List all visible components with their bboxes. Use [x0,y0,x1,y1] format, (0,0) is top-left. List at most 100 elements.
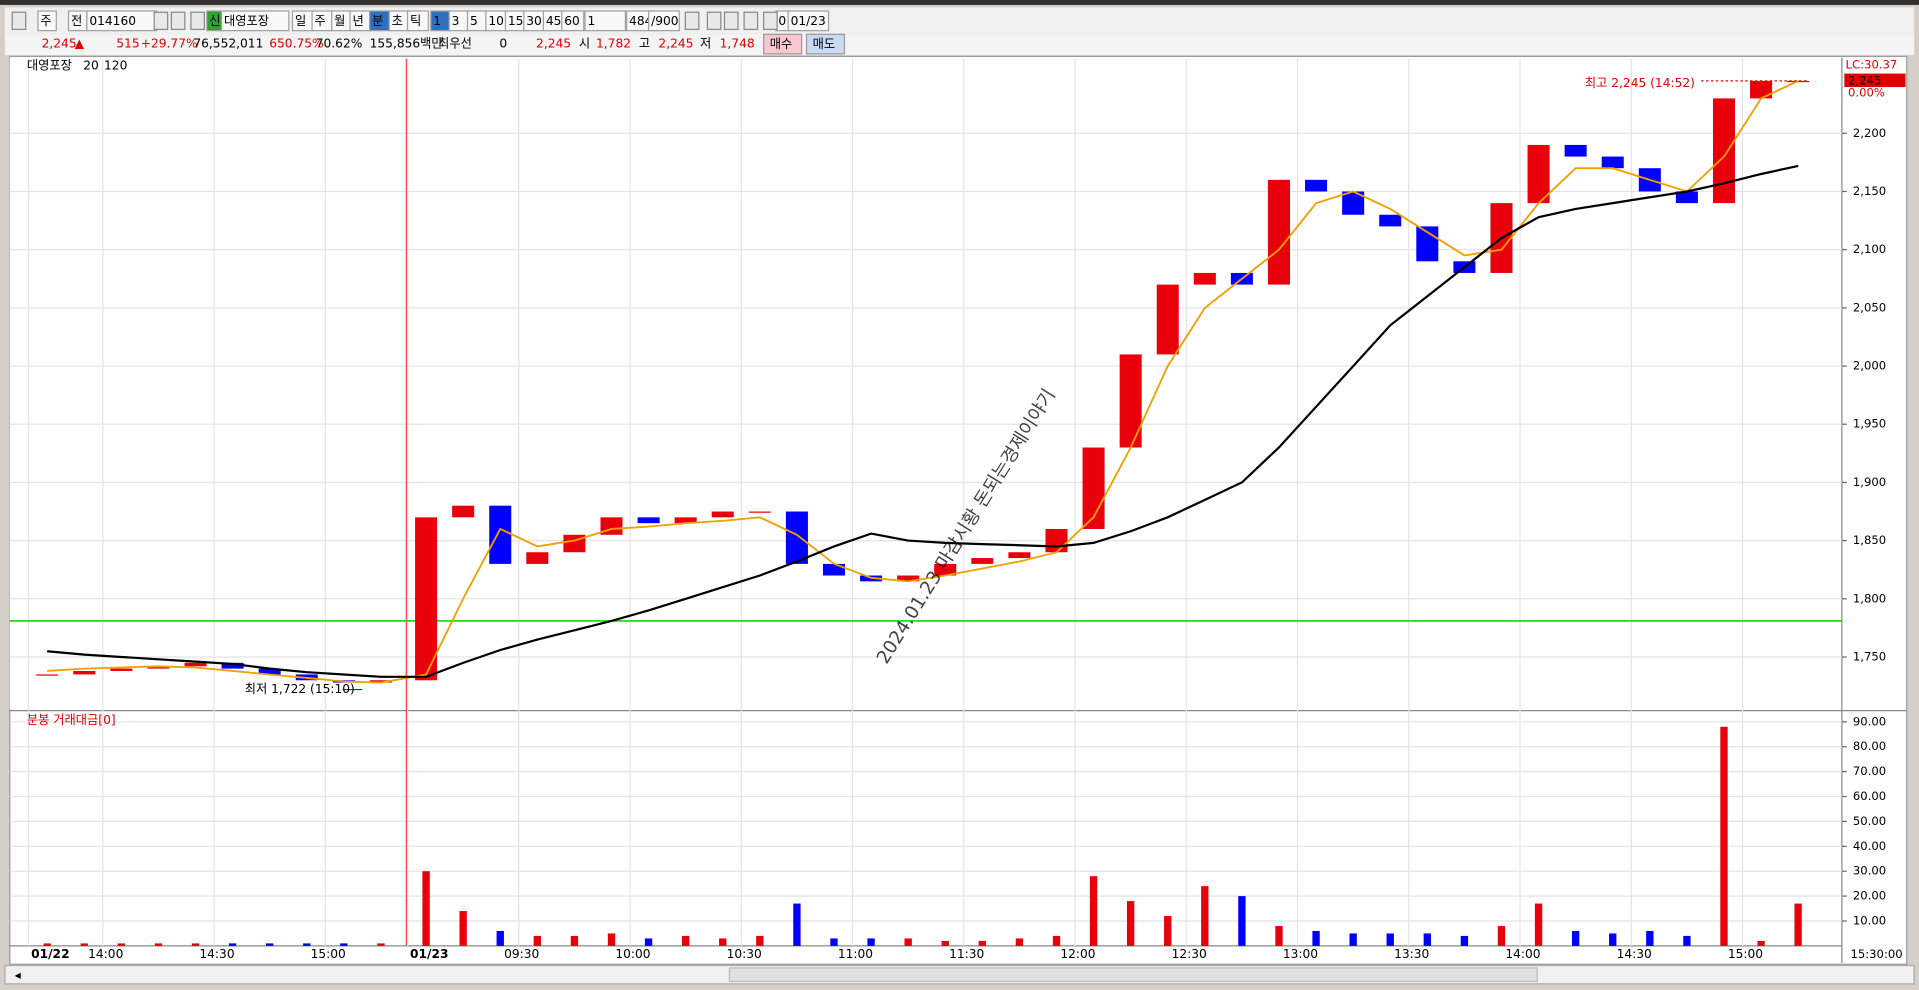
candle [1527,144,1550,204]
toolbar-label[interactable]: 대영포장 [224,14,269,28]
sell-label[interactable]: 매도 [813,37,836,51]
toolbar-label[interactable]: 주 [315,14,326,28]
toolbar-label[interactable]: 전 [71,14,82,28]
volume-bar [191,943,200,946]
toolbar-label[interactable]: 01/23 [791,14,826,28]
toolbar-button[interactable] [561,10,585,32]
candle [110,668,133,671]
toolbar-icon[interactable] [170,11,186,31]
volume-bar [266,943,274,946]
y-tick-label: 1,900 [1853,475,1886,489]
volume-bar [1571,930,1580,946]
candle [1193,272,1216,285]
candle [674,517,697,524]
toolbar-icon[interactable] [153,11,169,31]
y-tick-label: 50.00 [1853,814,1886,828]
toolbar-icon[interactable] [190,11,205,31]
buy-button[interactable] [763,33,803,55]
toolbar-label[interactable]: /900 [651,14,678,28]
toolbar-icon[interactable] [743,11,759,31]
toolbar-label[interactable]: 틱 [410,14,421,28]
toolbar-button[interactable] [220,10,290,32]
toolbar-label[interactable]: 45 [546,14,562,28]
toolbar-label[interactable]: 10 [488,14,504,28]
y-tick-label: 1,850 [1853,533,1886,547]
volume-bar [830,938,838,946]
y-tick-label: 2,100 [1853,242,1886,256]
toolbar-icon[interactable] [706,11,722,31]
volume-bar [644,938,653,946]
toolbar-label[interactable]: 신 [209,14,220,28]
toolbar-label[interactable]: 분 [372,14,383,28]
toolbar-button[interactable] [648,10,680,32]
toolbar-label[interactable]: 1 [433,14,441,28]
quote-item: 70.62% [316,37,363,51]
toolbar-icon[interactable] [723,11,739,31]
volume-bar [570,935,579,946]
quote-item: 515 [116,37,139,51]
toolbar-label[interactable]: 1 [587,14,595,28]
quote-item: 76,552,011 [193,37,263,51]
volume-bar [1609,933,1617,946]
x-tick-label: 09:30 [504,947,539,961]
volume-bar [1460,935,1469,946]
lc-label: LC:30.37 [1846,57,1898,71]
scroll-thumb[interactable] [728,967,1538,983]
volume-bar [1275,925,1283,946]
candle [1267,179,1291,285]
toolbar-label[interactable]: 484 [629,14,653,28]
toolbar-label[interactable]: 60 [564,14,580,28]
x-tick-label: 15:00 [1728,947,1763,961]
volume-bar [1720,726,1728,946]
toolbar-label[interactable]: 년 [352,14,363,28]
toolbar-label[interactable]: 초 [392,14,403,28]
volume-bar [756,935,764,946]
candle [415,517,438,681]
toolbar-label[interactable]: 월 [334,14,345,28]
last-price-box [1844,73,1906,88]
quote-item: 2,245 [536,37,571,51]
toolbar-button[interactable] [584,10,627,32]
toolbar-button[interactable] [37,10,57,32]
toolbar-label[interactable]: 014160 [89,14,136,28]
volume-bar [80,943,88,946]
volume-bar [1015,938,1024,946]
legend-entry: 120 [104,59,127,73]
toolbar-icon[interactable] [763,11,778,31]
toolbar-label[interactable]: 일 [295,14,306,28]
sell-button[interactable] [805,33,846,55]
toolbar-button[interactable] [787,10,830,32]
volume-bar [1349,933,1357,946]
labels: 01/22 14:00 14:30 15:00 01/23 09:30 10:00 10:30… [31,73,1886,961]
quote-item: 0 [499,37,507,51]
x-tick-label: 10:00 [615,947,650,961]
toolbar-button[interactable] [406,10,429,32]
toolbar-label[interactable]: 5 [470,14,478,28]
toolbar-label[interactable]: 0 [778,14,786,28]
legend-entry: 20 [83,59,99,73]
toolbar-icon[interactable] [684,11,700,31]
toolbar-label[interactable]: 3 [452,14,460,28]
volume-bar [978,940,986,946]
candle [1564,144,1587,157]
y-tick-label: 2,000 [1853,359,1886,373]
toolbar-label[interactable]: 주 [40,14,51,28]
candle [452,505,475,518]
candle [934,563,957,576]
volume-bar [719,938,727,946]
quote-items: 2,245 515 +29.77%76,552,011 650.75%70.62% 15… [42,33,846,55]
quote-bar [4,34,1915,56]
candle [971,558,994,564]
toolbar-icon[interactable] [11,11,27,31]
x-tick-label: 13:30 [1394,947,1429,961]
scroll-left[interactable]: ◂ [15,968,22,982]
candle [822,563,846,576]
buy-label[interactable]: 매수 [770,37,793,51]
corner-label: 15:30:00 [1850,947,1902,961]
candle [369,680,392,683]
toolbar-label[interactable]: 30 [526,14,542,28]
moving-average [47,80,1799,684]
last-price-label: 2,245 [1848,73,1881,87]
toolbar-label[interactable]: 15 [508,14,524,28]
